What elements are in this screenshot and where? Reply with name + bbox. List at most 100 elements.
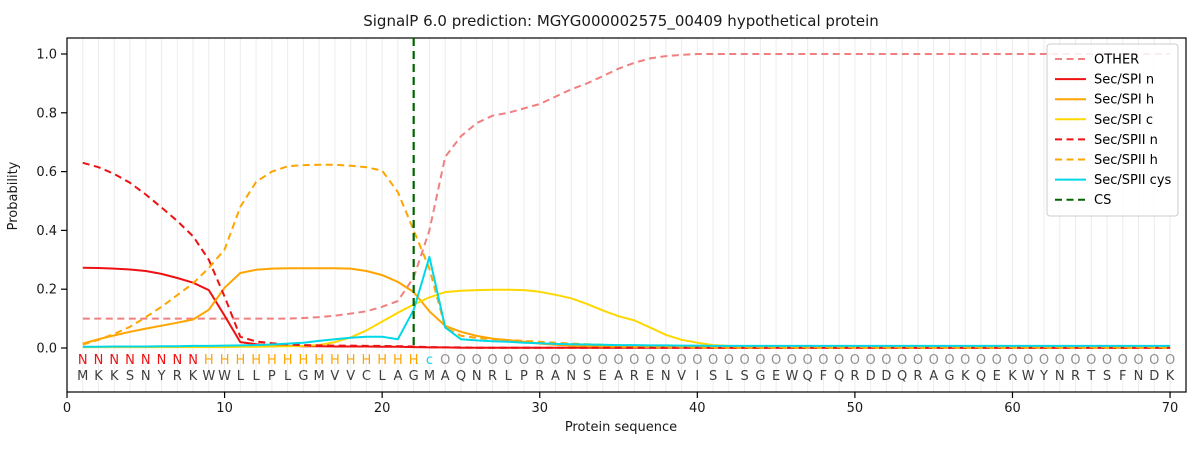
annotation-letter: H xyxy=(346,353,356,368)
annotation-letter: O xyxy=(1133,353,1143,368)
residue-letter: Y xyxy=(1039,369,1048,384)
annotation-letter: H xyxy=(362,353,372,368)
y-tick-label: 0.4 xyxy=(36,224,57,239)
x-tick-label: 0 xyxy=(63,401,71,416)
frame-layer xyxy=(66,37,1187,393)
annotation-letter: O xyxy=(582,353,592,368)
residue-letter: S xyxy=(583,369,591,384)
annotation-letter: O xyxy=(598,353,608,368)
x-tick-label: 40 xyxy=(689,401,706,416)
series-layer xyxy=(82,53,1171,349)
annotation-letter: N xyxy=(188,353,198,368)
annotation-letter: O xyxy=(724,353,734,368)
residue-letter: R xyxy=(630,369,639,384)
residue-letter: S xyxy=(1103,369,1111,384)
annotation-letter: O xyxy=(1039,353,1049,368)
residue-letter: K xyxy=(110,369,119,384)
legend-box xyxy=(1046,43,1179,217)
residue-letter: G xyxy=(298,369,308,384)
residue-letter: C xyxy=(362,369,371,384)
residue-letter: R xyxy=(913,369,922,384)
annotation-letter: O xyxy=(771,353,781,368)
annotation-letter: O xyxy=(566,353,576,368)
series-line-Sec-SPI-n xyxy=(82,266,1171,349)
annotation-letter: O xyxy=(866,353,876,368)
annotation-letter: O xyxy=(929,353,939,368)
x-tick-label: 50 xyxy=(847,401,864,416)
residue-letter: S xyxy=(740,369,748,384)
annotation-letter: O xyxy=(708,353,718,368)
annotation-letter: O xyxy=(487,353,497,368)
residue-letter: A xyxy=(393,369,402,384)
residue-letter: G xyxy=(755,369,765,384)
residue-letter: R xyxy=(850,369,859,384)
residue-letter: W xyxy=(1022,369,1035,384)
annotation-letter: N xyxy=(157,353,167,368)
residue-letter: V xyxy=(346,369,355,384)
legend-label: Sec/SPI h xyxy=(1094,93,1154,108)
annotation-letter: O xyxy=(629,353,639,368)
legend-label: Sec/SPII n xyxy=(1094,133,1158,148)
x-tick-label: 30 xyxy=(531,401,548,416)
annotation-letter: O xyxy=(645,353,655,368)
residue-letter: W xyxy=(202,369,215,384)
residue-letter: D xyxy=(1149,369,1159,384)
annotation-letter: O xyxy=(535,353,545,368)
y-axis-label: Probability xyxy=(6,161,21,230)
annotation-letter: O xyxy=(897,353,907,368)
residue-letter: G xyxy=(944,369,954,384)
residue-letter: V xyxy=(330,369,339,384)
annotation-letter: O xyxy=(1165,353,1175,368)
residue-letter: D xyxy=(881,369,891,384)
residue-letter: R xyxy=(535,369,544,384)
residue-letter: D xyxy=(866,369,876,384)
residue-letter: R xyxy=(488,369,497,384)
annotation-letter: O xyxy=(960,353,970,368)
annotation-letter: N xyxy=(78,353,88,368)
annotation-letter: O xyxy=(881,353,891,368)
ticks-layer: 0 10 20 30 40 50 60 70 0.0 0.2 0.4 0.6 0.8 1.0 xyxy=(36,48,1178,417)
annotation-letter: O xyxy=(850,353,860,368)
annotation-letter: N xyxy=(141,353,151,368)
annotation-letter: O xyxy=(1086,353,1096,368)
residue-letter: W xyxy=(785,369,798,384)
annotation-letter: O xyxy=(1149,353,1159,368)
x-axis-label: Protein sequence xyxy=(565,420,677,435)
legend-label: Sec/SPII h xyxy=(1094,153,1158,168)
residue-letter: K xyxy=(961,369,970,384)
residue-letter: T xyxy=(1086,369,1095,384)
annotation-letter: H xyxy=(314,353,324,368)
legend-layer: OTHER Sec/SPI n Sec/SPI h Sec/SPI c Sec/SPII… xyxy=(1046,43,1179,217)
annotation-letter: O xyxy=(1055,353,1065,368)
residue-letter: A xyxy=(441,369,450,384)
annotation-letter: H xyxy=(267,353,277,368)
annotation-letter: O xyxy=(519,353,529,368)
y-tick-label: 0.0 xyxy=(36,342,57,357)
residue-letter: L xyxy=(237,369,245,384)
residue-letter: Q xyxy=(456,369,466,384)
residue-letter: N xyxy=(472,369,482,384)
annotation-letter: O xyxy=(456,353,466,368)
residue-letter: P xyxy=(268,369,276,384)
annotation-letter: O xyxy=(913,353,923,368)
residue-letter: A xyxy=(929,369,938,384)
residue-letter: W xyxy=(218,369,231,384)
annotation-letter: O xyxy=(613,353,623,368)
residue-letter: F xyxy=(1119,369,1126,384)
annotation-letter: O xyxy=(992,353,1002,368)
annotation-letter: O xyxy=(472,353,482,368)
annotation-letter: N xyxy=(172,353,182,368)
residue-letter: A xyxy=(551,369,560,384)
residue-letter: Q xyxy=(803,369,813,384)
residue-letter: E xyxy=(772,369,780,384)
residue-letter: A xyxy=(614,369,623,384)
annotation-letter: O xyxy=(550,353,560,368)
residue-letter: K xyxy=(189,369,198,384)
residue-letter: L xyxy=(379,369,387,384)
y-tick-label: 1.0 xyxy=(36,48,57,63)
residue-letter: E xyxy=(993,369,1001,384)
annotation-letter: H xyxy=(377,353,387,368)
residue-letter: M xyxy=(424,369,435,384)
annotation-letter: H xyxy=(220,353,230,368)
